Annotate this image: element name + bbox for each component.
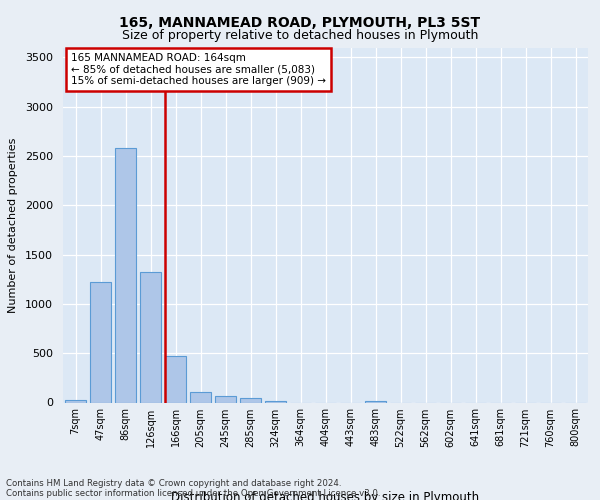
Bar	[240, 398, 261, 402]
Bar	[90, 282, 111, 403]
Bar	[215, 396, 236, 402]
Text: Contains HM Land Registry data © Crown copyright and database right 2024.: Contains HM Land Registry data © Crown c…	[6, 478, 341, 488]
Bar	[365, 400, 386, 402]
Text: 165 MANNAMEAD ROAD: 164sqm
← 85% of detached houses are smaller (5,083)
15% of s: 165 MANNAMEAD ROAD: 164sqm ← 85% of deta…	[71, 53, 326, 86]
Bar	[65, 400, 86, 402]
Bar	[165, 356, 186, 403]
Text: Contains public sector information licensed under the Open Government Licence v3: Contains public sector information licen…	[6, 488, 380, 498]
Y-axis label: Number of detached properties: Number of detached properties	[8, 138, 18, 312]
Bar	[190, 392, 211, 402]
Bar	[140, 272, 161, 402]
Bar	[265, 400, 286, 402]
X-axis label: Distribution of detached houses by size in Plymouth: Distribution of detached houses by size …	[172, 492, 479, 500]
Bar	[115, 148, 136, 403]
Text: 165, MANNAMEAD ROAD, PLYMOUTH, PL3 5ST: 165, MANNAMEAD ROAD, PLYMOUTH, PL3 5ST	[119, 16, 481, 30]
Text: Size of property relative to detached houses in Plymouth: Size of property relative to detached ho…	[122, 29, 478, 42]
